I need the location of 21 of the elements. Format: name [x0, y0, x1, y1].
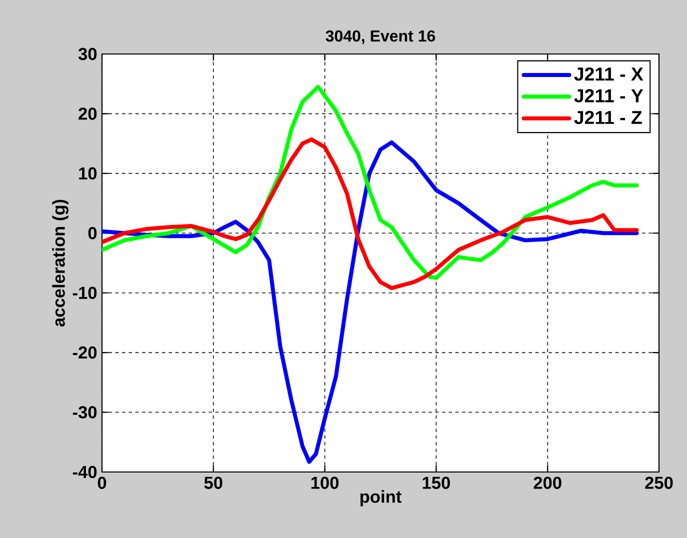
- legend-label: J211 - Z: [574, 110, 642, 124]
- x-tick-label: 200: [534, 476, 562, 489]
- y-axis-title: acceleration (g): [52, 200, 68, 327]
- legend-label: J211 - X: [574, 67, 644, 81]
- x-tick-label: 0: [98, 476, 106, 489]
- y-tick-label: -10: [72, 286, 97, 299]
- chart-title: 3040, Event 16: [326, 30, 436, 44]
- line-series: [102, 137, 639, 290]
- y-tick-label: 10: [79, 167, 97, 180]
- y-tick-label: -40: [72, 466, 97, 478]
- y-tick-label: 30: [78, 48, 97, 60]
- x-tick-label: 50: [204, 476, 222, 489]
- x-tick-label: 250: [645, 476, 673, 489]
- x-tick-label: 100: [311, 476, 339, 489]
- y-tick-label: -30: [72, 406, 97, 418]
- y-tick-label: 0: [88, 226, 97, 240]
- x-tick-label: 150: [422, 476, 450, 489]
- y-tick-label: -20: [72, 346, 97, 359]
- legend-label: J211 - Y: [574, 89, 644, 102]
- y-tick-label: 20: [78, 108, 97, 120]
- x-axis-title: point: [360, 490, 402, 506]
